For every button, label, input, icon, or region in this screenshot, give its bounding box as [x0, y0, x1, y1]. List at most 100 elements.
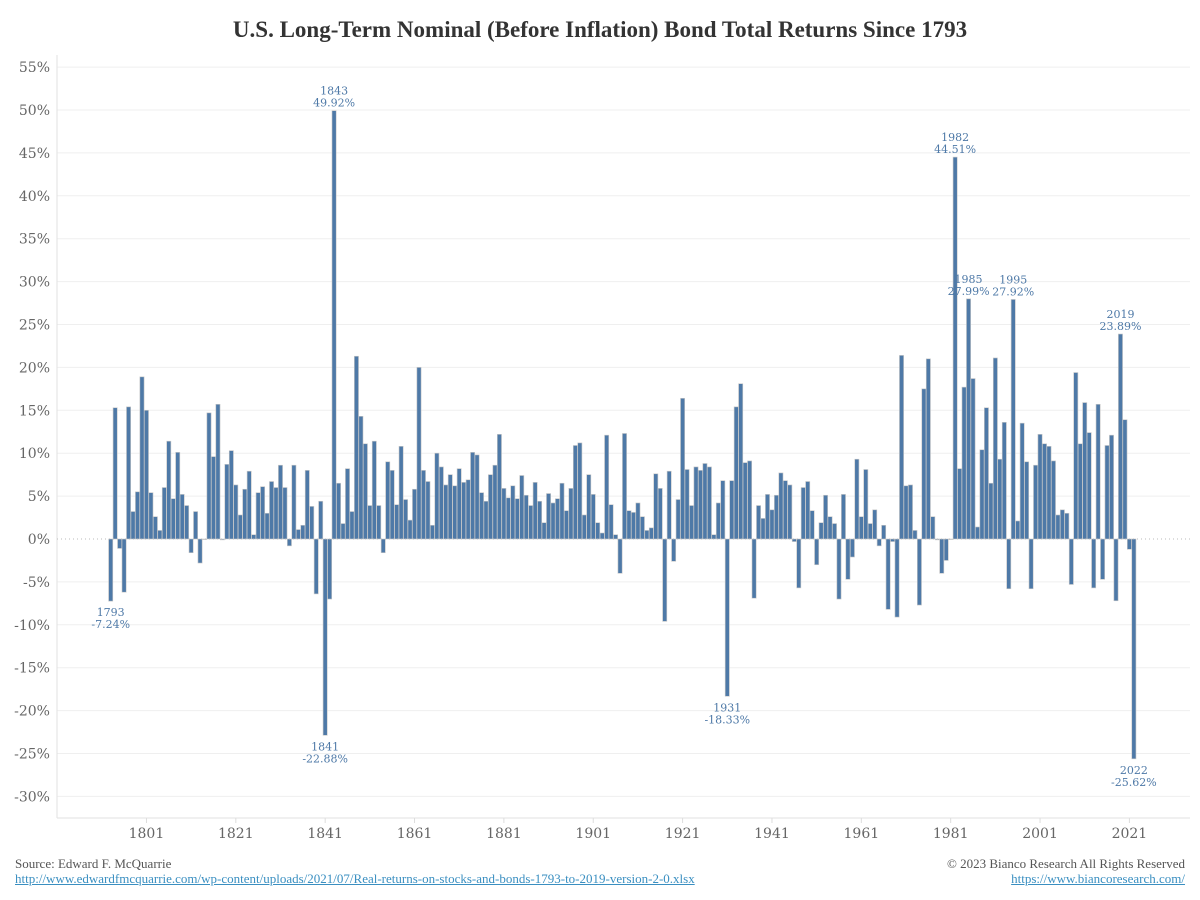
- bar-1897: [572, 445, 578, 540]
- bar-1820: [228, 450, 234, 540]
- bar-1932: [729, 480, 735, 540]
- bar-1885: [519, 475, 525, 540]
- bar-1838: [309, 506, 315, 540]
- bar-1998: [1024, 461, 1030, 540]
- bar-1834: [291, 464, 297, 540]
- bar-1974: [917, 538, 922, 606]
- y-tick-label: 25%: [19, 318, 50, 334]
- y-tick-label: -30%: [14, 789, 50, 805]
- bar-1918: [666, 470, 672, 540]
- bar-1835: [295, 529, 301, 540]
- bar-1956: [836, 538, 842, 600]
- bar-2005: [1055, 514, 1061, 540]
- bar-1999: [1028, 538, 1034, 590]
- annotation-year: 1793: [97, 606, 125, 619]
- bar-1939: [760, 518, 766, 540]
- bar-1944: [782, 480, 788, 540]
- copyright-text: © 2023 Bianco Research All Rights Reserv…: [946, 856, 1185, 871]
- chart-title: U.S. Long-Term Nominal (Before Inflation…: [232, 17, 968, 42]
- annotation-value: -25.62%: [1111, 776, 1157, 789]
- bar-1903: [599, 532, 605, 540]
- y-tick-label: 30%: [19, 275, 50, 291]
- bar-1934: [738, 383, 744, 540]
- bar-1962: [863, 469, 869, 540]
- bar-1927: [707, 466, 712, 540]
- bar-1902: [595, 522, 601, 540]
- bar-1843: [331, 110, 337, 540]
- bar-1911: [635, 502, 641, 540]
- bar-1949: [805, 481, 811, 540]
- x-tick-label: 1821: [218, 826, 254, 842]
- bar-1812: [193, 511, 198, 540]
- annotation-value: 27.92%: [992, 285, 1034, 298]
- bar-1829: [269, 481, 274, 540]
- bar-1805: [161, 487, 167, 540]
- source-link[interactable]: http://www.edwardfmcquarrie.com/wp-conte…: [15, 871, 695, 886]
- bar-1799: [135, 491, 140, 540]
- bar-1992: [997, 458, 1003, 540]
- bar-1880: [497, 434, 502, 540]
- bar-1826: [255, 492, 261, 540]
- x-tick-label: 1941: [754, 826, 790, 842]
- bar-1863: [421, 470, 426, 540]
- bar-1963: [867, 523, 873, 540]
- bar-1909: [626, 510, 632, 540]
- bar-1823: [242, 488, 248, 540]
- bar-1864: [425, 481, 431, 540]
- bar-2008: [1068, 538, 1074, 585]
- bar-1948: [800, 487, 806, 540]
- y-tick-label: -15%: [14, 661, 50, 677]
- bar-1955: [832, 523, 837, 540]
- bar-1973: [912, 530, 918, 540]
- bar-2009: [1073, 372, 1079, 540]
- bar-1872: [461, 482, 467, 540]
- bar-1987: [975, 526, 980, 540]
- bar-1862: [416, 367, 422, 540]
- bar-2002: [1042, 443, 1047, 540]
- bar-1887: [528, 505, 534, 540]
- bar-1813: [197, 538, 203, 564]
- bar-1815: [206, 412, 212, 540]
- annotation-value: -7.24%: [91, 618, 130, 631]
- bar-1957: [841, 494, 846, 540]
- bar-1905: [608, 504, 614, 540]
- bar-1907: [617, 538, 623, 574]
- bar-1984: [961, 386, 967, 540]
- bar-1857: [394, 504, 400, 540]
- bar-1883: [510, 485, 516, 540]
- bar-2003: [1046, 446, 1052, 540]
- bar-1940: [765, 494, 770, 540]
- bar-2006: [1059, 509, 1065, 540]
- source-text: Source: Edward F. McQuarrie: [15, 856, 172, 871]
- bar-1865: [429, 524, 435, 540]
- bar-1868: [443, 484, 449, 540]
- bar-1855: [385, 461, 391, 540]
- bar-1877: [483, 500, 489, 540]
- bar-1836: [300, 524, 306, 540]
- bar-2014: [1095, 403, 1101, 540]
- bar-1960: [854, 458, 860, 540]
- bar-1848: [354, 355, 359, 540]
- bar-1898: [577, 442, 583, 540]
- bar-2012: [1086, 432, 1092, 540]
- bar-1922: [684, 469, 690, 540]
- bar-2016: [1104, 445, 1110, 540]
- bar-1876: [479, 492, 484, 540]
- bar-1914: [648, 527, 654, 540]
- bar-1947: [796, 538, 802, 589]
- bar-1844: [336, 482, 341, 540]
- bar-1854: [380, 538, 386, 554]
- bar-1798: [130, 511, 136, 540]
- bar-1951: [814, 538, 820, 566]
- x-tick-label: 1801: [129, 826, 165, 842]
- bar-1827: [260, 486, 266, 540]
- bar-1816: [211, 456, 216, 540]
- bar-1965: [876, 538, 882, 547]
- bar-1933: [733, 406, 739, 540]
- bar-1845: [340, 523, 346, 540]
- bar-1870: [452, 485, 458, 540]
- bar-1935: [742, 462, 748, 540]
- y-tick-label: -25%: [14, 747, 50, 763]
- bar-1912: [639, 516, 645, 540]
- site-link[interactable]: https://www.biancoresearch.com/: [1011, 871, 1185, 886]
